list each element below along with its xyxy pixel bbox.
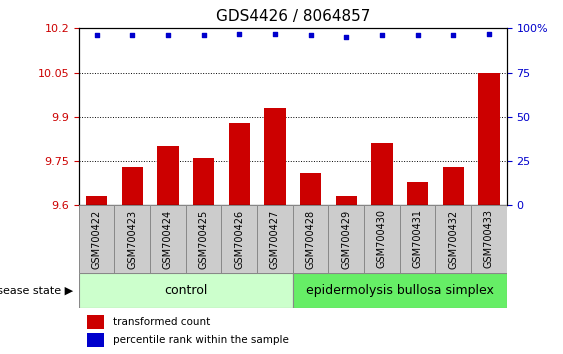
Bar bbox=[229, 123, 250, 205]
Text: GSM700424: GSM700424 bbox=[163, 209, 173, 269]
Bar bbox=[157, 146, 178, 205]
Point bbox=[306, 33, 315, 38]
Text: disease state ▶: disease state ▶ bbox=[0, 285, 73, 295]
Bar bbox=[293, 273, 507, 308]
Bar bbox=[86, 196, 108, 205]
Text: transformed count: transformed count bbox=[113, 317, 211, 327]
Point bbox=[163, 33, 172, 38]
Bar bbox=[87, 333, 105, 347]
Bar bbox=[471, 205, 507, 273]
Bar bbox=[186, 205, 221, 273]
Text: GSM700427: GSM700427 bbox=[270, 209, 280, 269]
Text: GSM700428: GSM700428 bbox=[306, 209, 316, 269]
Bar bbox=[364, 205, 400, 273]
Bar bbox=[257, 205, 293, 273]
Text: GSM700426: GSM700426 bbox=[234, 209, 244, 269]
Bar bbox=[300, 173, 321, 205]
Point bbox=[235, 31, 244, 36]
Bar bbox=[478, 73, 499, 205]
Point bbox=[199, 33, 208, 38]
Bar bbox=[114, 205, 150, 273]
Bar bbox=[150, 205, 186, 273]
Bar bbox=[371, 143, 392, 205]
Point bbox=[128, 33, 137, 38]
Bar bbox=[87, 315, 105, 329]
Text: percentile rank within the sample: percentile rank within the sample bbox=[113, 335, 289, 344]
Bar bbox=[264, 108, 285, 205]
Bar bbox=[336, 196, 357, 205]
Bar bbox=[407, 182, 428, 205]
Bar bbox=[79, 205, 114, 273]
Text: GSM700431: GSM700431 bbox=[413, 210, 423, 268]
Text: GSM700430: GSM700430 bbox=[377, 210, 387, 268]
Point bbox=[270, 31, 279, 36]
Bar bbox=[79, 273, 293, 308]
Bar bbox=[435, 205, 471, 273]
Bar bbox=[293, 205, 328, 273]
Text: epidermolysis bullosa simplex: epidermolysis bullosa simplex bbox=[306, 284, 494, 297]
Point bbox=[413, 33, 422, 38]
Point bbox=[377, 33, 386, 38]
Bar bbox=[443, 167, 464, 205]
Title: GDS4426 / 8064857: GDS4426 / 8064857 bbox=[216, 9, 370, 24]
Bar bbox=[193, 158, 215, 205]
Bar bbox=[221, 205, 257, 273]
Point bbox=[92, 33, 101, 38]
Text: GSM700422: GSM700422 bbox=[92, 209, 102, 269]
Text: GSM700432: GSM700432 bbox=[448, 209, 458, 269]
Text: GSM700433: GSM700433 bbox=[484, 210, 494, 268]
Text: GSM700425: GSM700425 bbox=[199, 209, 209, 269]
Point bbox=[449, 33, 458, 38]
Point bbox=[484, 31, 493, 36]
Bar bbox=[328, 205, 364, 273]
Text: GSM700429: GSM700429 bbox=[341, 209, 351, 269]
Bar bbox=[122, 167, 143, 205]
Text: control: control bbox=[164, 284, 208, 297]
Point bbox=[342, 34, 351, 40]
Bar bbox=[400, 205, 435, 273]
Text: GSM700423: GSM700423 bbox=[127, 209, 137, 269]
